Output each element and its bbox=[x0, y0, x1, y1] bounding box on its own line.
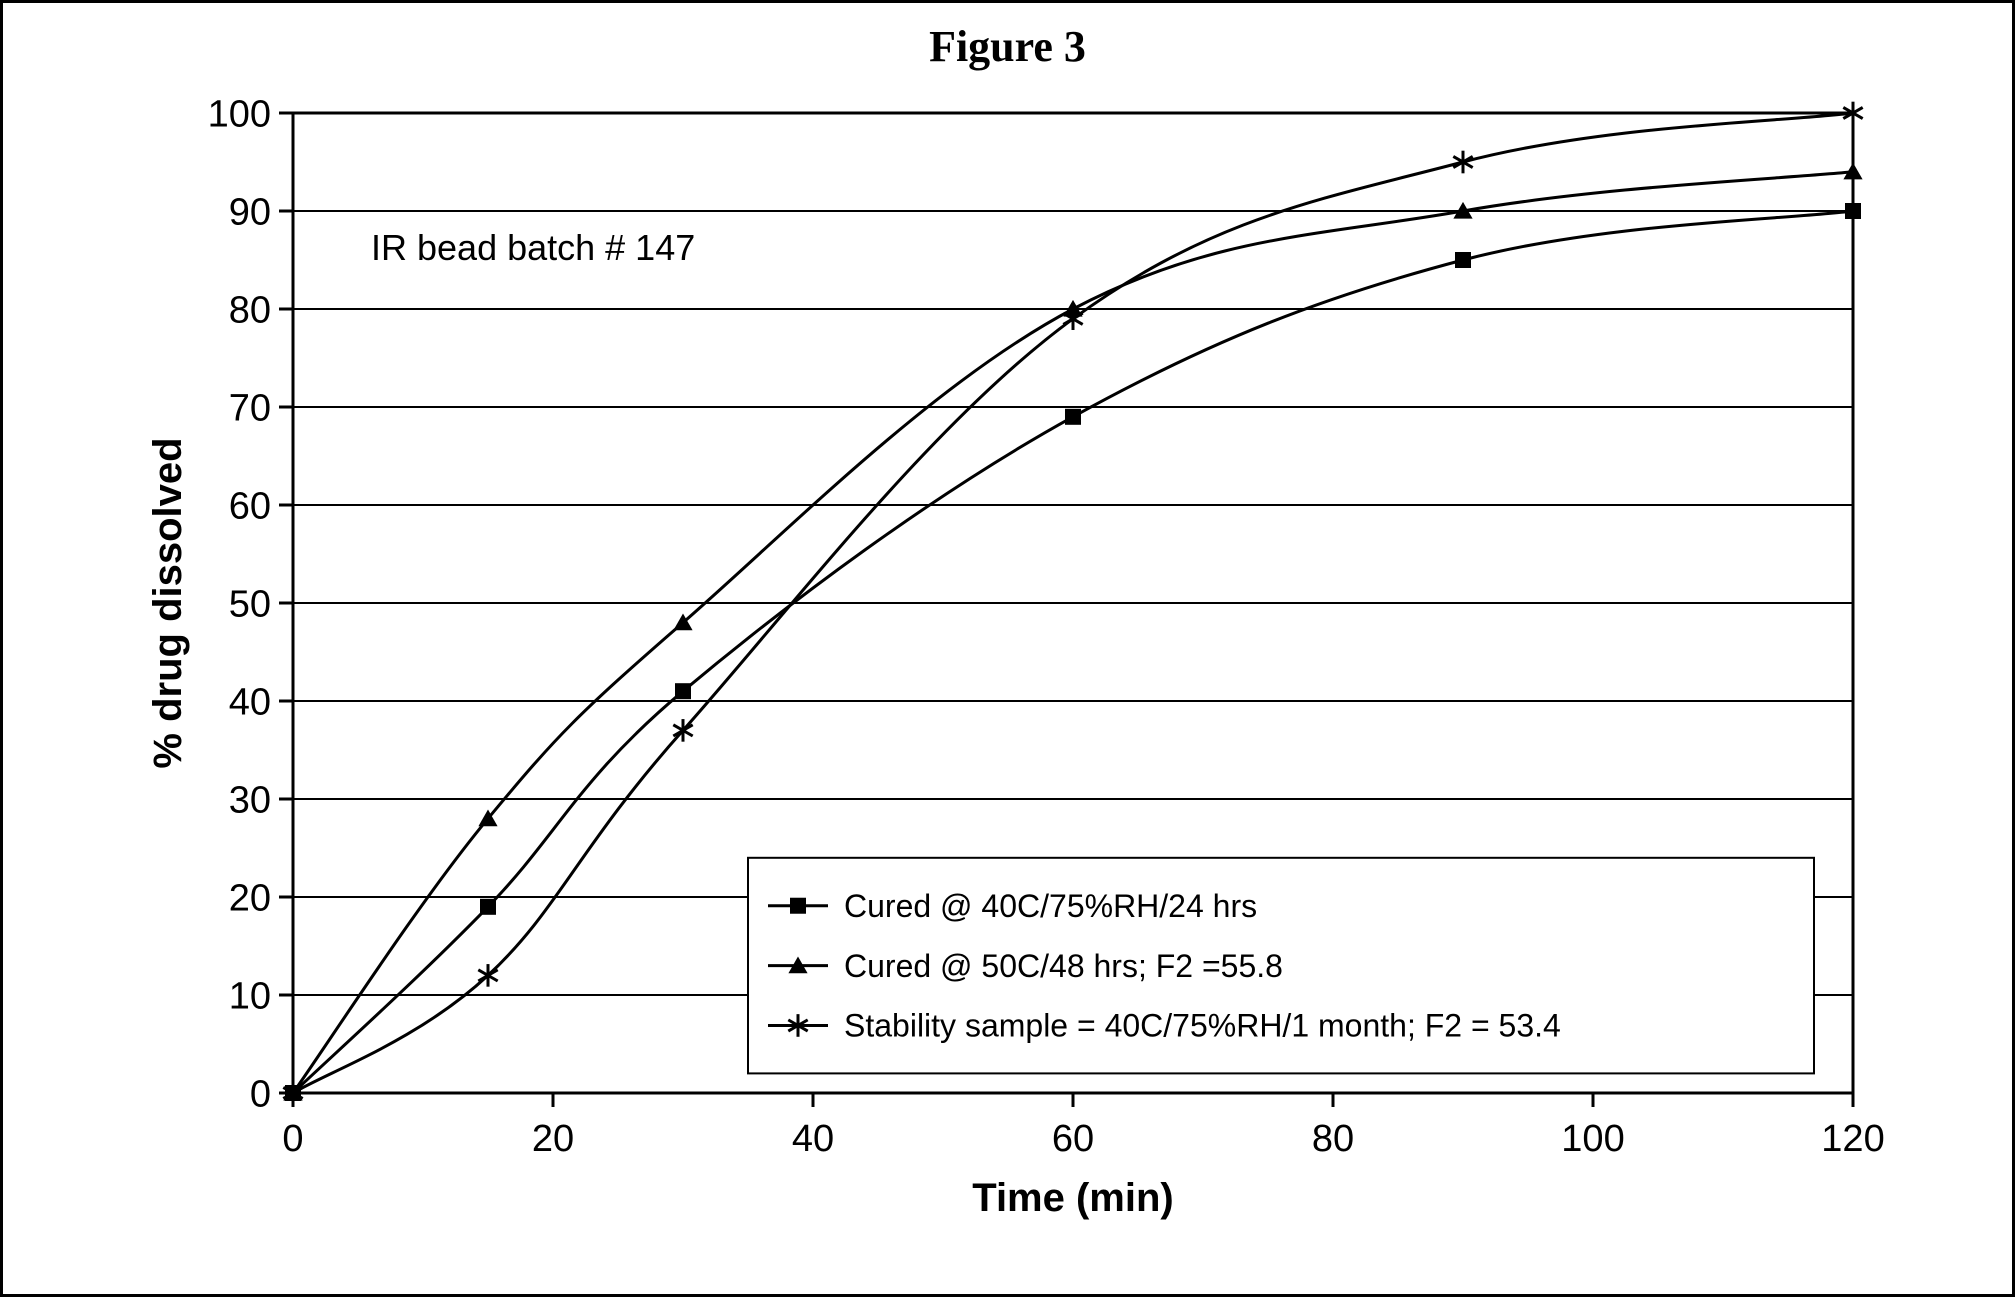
x-tick-label: 0 bbox=[282, 1118, 303, 1160]
chart-wrap: 0 20 40 60 80 100 120 0 10 20 30 40 50 60 70 80 90 100 Tim… bbox=[93, 93, 1928, 1283]
y-tick-label: 30 bbox=[229, 779, 271, 821]
y-tick-label: 10 bbox=[229, 975, 271, 1017]
y-tick-label: 90 bbox=[229, 191, 271, 233]
line-chart: 0 20 40 60 80 100 120 0 10 20 30 40 50 60 70 80 90 100 Tim… bbox=[93, 93, 1928, 1283]
y-tick-label: 0 bbox=[250, 1073, 271, 1115]
legend-label-cured_40c: Cured @ 40C/75%RH/24 hrs bbox=[844, 888, 1257, 924]
series-marker-cured_40c bbox=[1455, 252, 1471, 268]
annotation-text: IR bead batch # 147 bbox=[371, 227, 695, 268]
y-tick-label: 60 bbox=[229, 485, 271, 527]
series-marker-cured_40c bbox=[1845, 203, 1861, 219]
y-tick-label: 80 bbox=[229, 289, 271, 331]
y-tick-label: 70 bbox=[229, 387, 271, 429]
x-tick-label: 40 bbox=[792, 1118, 834, 1160]
x-tick-label: 100 bbox=[1561, 1118, 1624, 1160]
series-marker-cured_40c bbox=[675, 683, 691, 699]
x-tick-label: 80 bbox=[1312, 1118, 1354, 1160]
legend: Cured @ 40C/75%RH/24 hrs Cured @ 50C/48 h… bbox=[748, 858, 1814, 1074]
y-tick-label: 50 bbox=[229, 583, 271, 625]
y-axis-label: % drug dissolved bbox=[146, 437, 190, 768]
legend-label-cured_50c: Cured @ 50C/48 hrs; F2 =55.8 bbox=[844, 948, 1283, 984]
y-tick-label: 20 bbox=[229, 877, 271, 919]
x-axis-label: Time (min) bbox=[972, 1176, 1174, 1220]
legend-label-stability: Stability sample = 40C/75%RH/1 month; F2… bbox=[844, 1008, 1561, 1044]
y-tick-label: 100 bbox=[208, 93, 271, 135]
figure-title: Figure 3 bbox=[3, 21, 2012, 72]
x-tick-label: 120 bbox=[1821, 1118, 1884, 1160]
x-tick-label: 60 bbox=[1052, 1118, 1094, 1160]
series-marker-cured_40c bbox=[480, 899, 496, 915]
y-tick-label: 40 bbox=[229, 681, 271, 723]
series-marker-cured_40c bbox=[1065, 409, 1081, 425]
page-container: Figure 3 0 20 40 60 80 100 120 0 10 20 30 40 50 60 70 8… bbox=[0, 0, 2015, 1297]
x-tick-label: 20 bbox=[532, 1118, 574, 1160]
